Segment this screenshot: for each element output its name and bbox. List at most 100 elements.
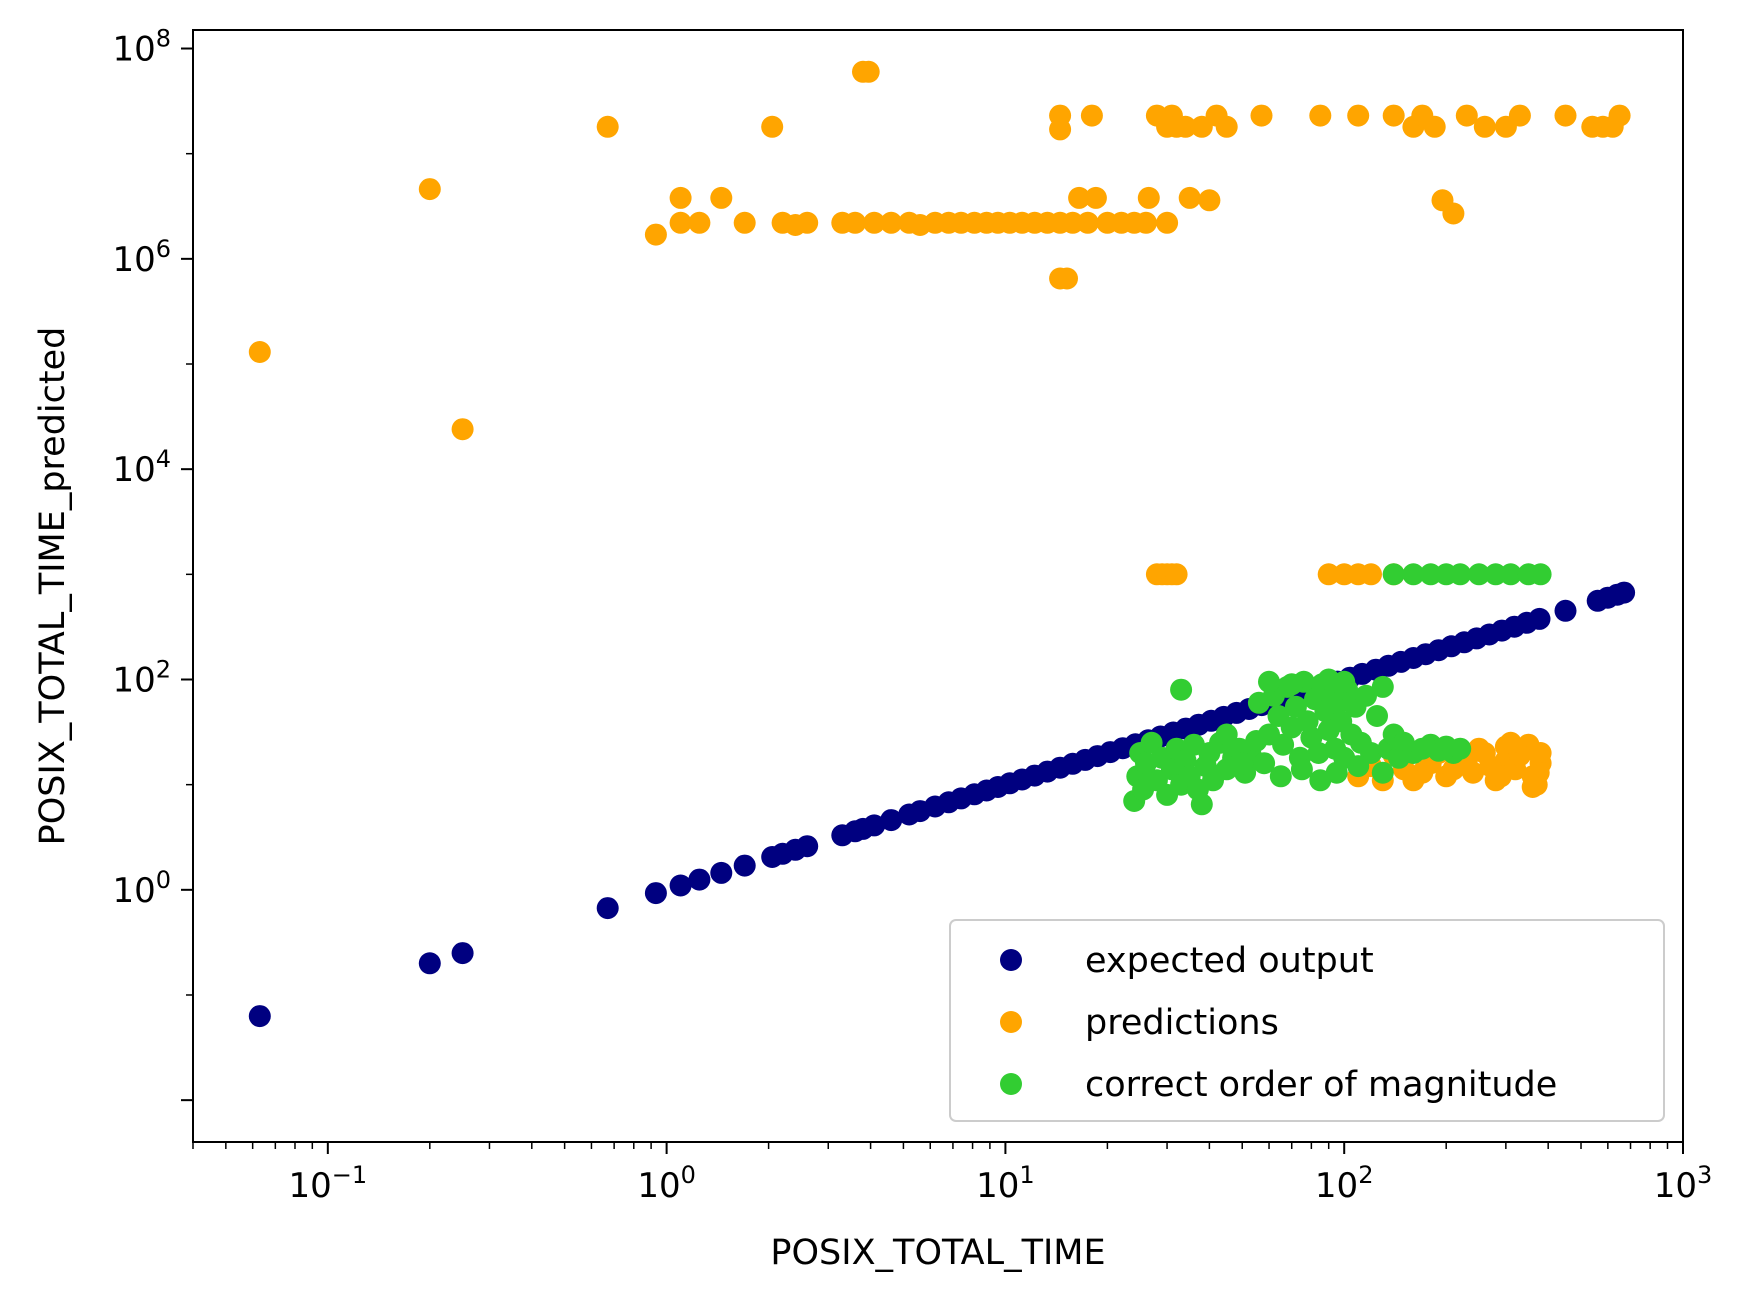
y-tick-label: 106 bbox=[112, 235, 171, 280]
series-1 bbox=[248, 60, 1631, 798]
y-tick-label: 102 bbox=[112, 655, 171, 700]
data-point bbox=[1371, 675, 1394, 698]
y-tick-label: 108 bbox=[112, 25, 171, 70]
data-point bbox=[688, 211, 711, 234]
data-point bbox=[688, 868, 711, 891]
data-point bbox=[1061, 211, 1084, 234]
data-point bbox=[248, 341, 271, 363]
data-point bbox=[1317, 563, 1340, 586]
legend: expected output predictions correct order … bbox=[949, 919, 1665, 1122]
data-point bbox=[1190, 793, 1213, 816]
data-point bbox=[1347, 104, 1370, 127]
data-point bbox=[248, 1005, 271, 1028]
data-point bbox=[796, 835, 819, 858]
data-point bbox=[1382, 563, 1405, 586]
data-point bbox=[1529, 563, 1552, 586]
data-point bbox=[1215, 723, 1238, 746]
x-tick-label: 102 bbox=[1315, 1161, 1374, 1206]
data-point bbox=[451, 942, 474, 965]
data-point bbox=[1442, 758, 1465, 781]
data-point bbox=[1250, 104, 1273, 127]
data-point bbox=[1290, 758, 1313, 781]
data-point bbox=[710, 186, 733, 209]
data-point bbox=[1170, 678, 1193, 701]
data-point bbox=[1554, 104, 1577, 127]
data-points bbox=[248, 60, 1636, 1028]
data-point bbox=[1371, 761, 1394, 784]
data-point bbox=[1253, 752, 1276, 775]
data-point bbox=[1442, 202, 1465, 225]
data-point bbox=[863, 211, 886, 234]
data-point bbox=[1449, 563, 1472, 586]
data-point bbox=[1333, 670, 1356, 693]
data-point bbox=[1174, 115, 1197, 138]
data-point bbox=[596, 897, 619, 920]
data-point bbox=[1360, 563, 1382, 586]
legend-label: predictions bbox=[1085, 1003, 1279, 1043]
data-point bbox=[1258, 670, 1280, 693]
axes-frame bbox=[192, 29, 1684, 1143]
data-point bbox=[1137, 186, 1160, 209]
legend-marker bbox=[1000, 1073, 1022, 1095]
data-point bbox=[596, 115, 619, 138]
data-point bbox=[1382, 104, 1405, 127]
x-axis-label: POSIX_TOTAL_TIME bbox=[770, 1233, 1105, 1273]
data-point bbox=[1068, 186, 1091, 209]
data-point bbox=[451, 418, 474, 441]
series-2 bbox=[1123, 563, 1552, 816]
legend-label: correct order of magnitude bbox=[1085, 1065, 1557, 1105]
data-point bbox=[863, 814, 886, 837]
data-point bbox=[1402, 769, 1425, 792]
data-point bbox=[1613, 581, 1636, 604]
data-point bbox=[1347, 755, 1370, 778]
data-point bbox=[710, 861, 733, 884]
data-point bbox=[1309, 104, 1332, 127]
data-point bbox=[1307, 742, 1330, 764]
data-point bbox=[1178, 186, 1201, 209]
data-point bbox=[1419, 563, 1442, 586]
data-point bbox=[1231, 752, 1254, 775]
data-point bbox=[1309, 769, 1332, 792]
data-point bbox=[880, 809, 903, 832]
x-tick-label: 10−1 bbox=[288, 1161, 367, 1206]
data-point bbox=[1554, 599, 1577, 622]
data-point bbox=[1529, 742, 1552, 764]
data-point bbox=[418, 952, 441, 975]
data-point bbox=[1499, 563, 1522, 586]
data-point bbox=[1366, 705, 1388, 727]
data-point bbox=[669, 211, 692, 234]
legend-box bbox=[949, 919, 1665, 1122]
data-point bbox=[1402, 563, 1425, 586]
data-point bbox=[1455, 104, 1478, 127]
x-axis-ticks: 10−1 100 101 102 103 bbox=[192, 1142, 1713, 1206]
data-point bbox=[1521, 776, 1544, 798]
data-point bbox=[1423, 115, 1446, 138]
data-point bbox=[1499, 731, 1522, 754]
x-tick-label: 103 bbox=[1654, 1161, 1713, 1206]
data-point bbox=[733, 211, 756, 234]
data-point bbox=[844, 211, 867, 234]
legend-marker bbox=[1000, 949, 1022, 971]
data-point bbox=[644, 882, 667, 905]
data-point bbox=[761, 115, 784, 138]
y-tick-label: 104 bbox=[112, 445, 171, 490]
data-point bbox=[1489, 765, 1512, 788]
data-point bbox=[796, 211, 819, 234]
legend-marker bbox=[1000, 1011, 1022, 1033]
data-point bbox=[1156, 211, 1179, 234]
data-point bbox=[1056, 267, 1078, 290]
data-point bbox=[1084, 186, 1107, 209]
y-axis-ticks: 100 102 104 106 108 bbox=[112, 25, 193, 1102]
data-point bbox=[644, 223, 667, 246]
data-point bbox=[1528, 607, 1551, 630]
data-point bbox=[1280, 673, 1303, 696]
y-tick-label: 100 bbox=[112, 866, 171, 911]
data-point bbox=[1076, 211, 1099, 234]
data-point bbox=[1355, 684, 1377, 707]
y-axis-label: POSIX_TOTAL_TIME_predicted bbox=[33, 327, 73, 846]
data-point bbox=[1508, 104, 1531, 127]
data-point bbox=[1325, 761, 1348, 784]
data-point bbox=[418, 178, 441, 201]
data-point bbox=[857, 60, 880, 83]
